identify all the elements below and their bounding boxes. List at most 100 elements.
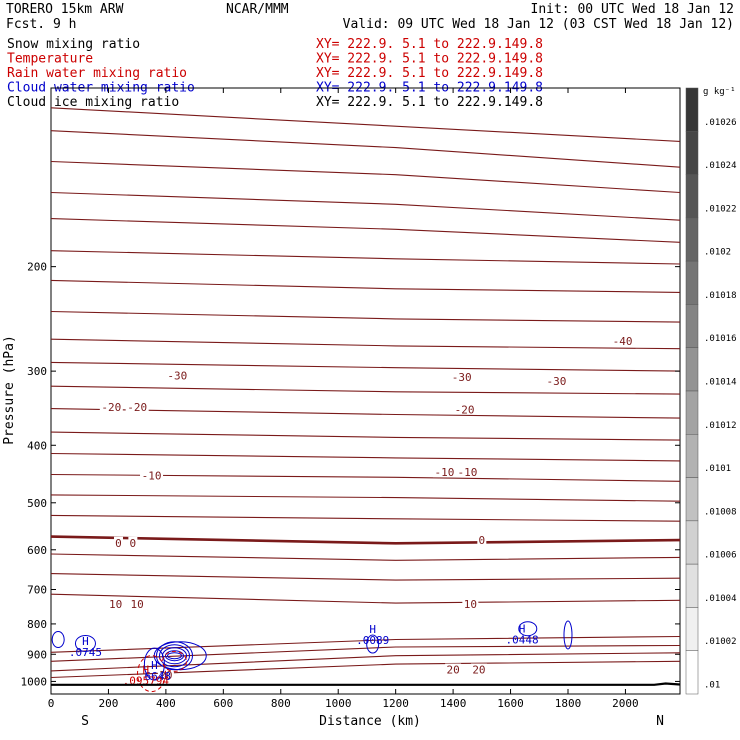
colorbar-tick-label: .01 bbox=[704, 681, 720, 691]
contour-label: -20 bbox=[127, 401, 147, 414]
hydrometeor-contour bbox=[74, 634, 96, 652]
hydrometeor-contour bbox=[165, 650, 185, 662]
hydrometeor-contour bbox=[159, 644, 191, 668]
colorbar-unit: g kg⁻¹ bbox=[703, 87, 736, 97]
contour-label: -10 bbox=[142, 470, 162, 483]
colorbar-segment bbox=[685, 304, 699, 348]
maximum-value: .0448 bbox=[505, 633, 538, 646]
legend-field-label: Rain water mixing ratio bbox=[7, 66, 187, 81]
contour-label: -10 bbox=[435, 466, 455, 479]
isotherm-line bbox=[50, 338, 681, 350]
colorbar-segment bbox=[685, 607, 699, 651]
hydrometeor-contour bbox=[563, 620, 573, 650]
contour-label-bg bbox=[544, 375, 568, 387]
maximum-mark: H bbox=[519, 622, 526, 635]
colorbar-segment bbox=[685, 131, 699, 175]
isotherm-line bbox=[50, 593, 681, 604]
legend-field-xy: XY= 222.9. 5.1 to 222.9.149.8 bbox=[316, 37, 543, 52]
colorbar-segment bbox=[685, 260, 699, 305]
hydrometeor-contour bbox=[167, 652, 183, 660]
hydrometeor-contour bbox=[137, 655, 167, 693]
x-tick-label: 200 bbox=[99, 697, 119, 710]
colorbar-tick-label: .01018 bbox=[704, 291, 737, 301]
forecast-hour: Fcst. 9 h bbox=[6, 17, 76, 32]
contour-label-bg bbox=[107, 597, 124, 609]
hydrometeor-contour bbox=[51, 631, 65, 649]
contour-label: -10 bbox=[458, 466, 478, 479]
maximum-mark: H bbox=[82, 635, 89, 648]
colorbar-tick-label: .01008 bbox=[704, 507, 737, 517]
contour-label-bg bbox=[455, 466, 479, 478]
hydrometeor-contour bbox=[366, 634, 380, 654]
hydrometeor-contour bbox=[162, 650, 188, 672]
y-tick-label: 600 bbox=[27, 544, 47, 557]
contour-label: -20 bbox=[455, 403, 475, 416]
contour-label-bg bbox=[462, 597, 479, 609]
contour-label-bg bbox=[128, 536, 138, 548]
contour-label-bg bbox=[125, 401, 149, 413]
temperature-contours bbox=[50, 107, 681, 679]
isotherm-line bbox=[50, 652, 681, 672]
isotherm-line bbox=[50, 250, 681, 265]
isotherm-line bbox=[50, 191, 681, 221]
colorbar-tick-label: .0101 bbox=[704, 464, 731, 474]
y-tick-label: 400 bbox=[27, 439, 47, 452]
x-tick-label: 400 bbox=[156, 697, 176, 710]
contour-label-bg bbox=[113, 536, 123, 548]
isotherm-line bbox=[50, 635, 681, 653]
valid-time: Valid: 09 UTC Wed 18 Jan 12 (03 CST Wed … bbox=[343, 17, 734, 32]
contour-label-bg bbox=[611, 335, 635, 347]
y-tick-label: 900 bbox=[27, 648, 47, 661]
colorbar-segment bbox=[685, 390, 699, 435]
maximum-mark: H bbox=[369, 623, 376, 636]
surface-line bbox=[51, 682, 681, 686]
isotherm-line bbox=[50, 107, 681, 142]
contour-label: -30 bbox=[452, 371, 472, 384]
organization: NCAR/MMM bbox=[226, 2, 289, 17]
x-tick-label: 1400 bbox=[440, 697, 467, 710]
colorbar-segment bbox=[685, 174, 699, 219]
x-tick-label: 1800 bbox=[555, 697, 582, 710]
isotherm-line bbox=[50, 535, 681, 545]
colorbar: .01026 .01024 .01022 .0102 .01018 .01016 .0101… bbox=[685, 87, 737, 695]
colorbar-segment bbox=[685, 87, 699, 132]
contour-label-bg bbox=[470, 663, 487, 675]
x-axis: 0 200 400 600 800 1000 1200 1400 1600 1800 2000 bbox=[48, 88, 639, 710]
north-label: N bbox=[656, 714, 664, 729]
maximum-mark: H bbox=[151, 659, 158, 672]
legend-field-xy: XY= 222.9. 5.1 to 222.9.149.8 bbox=[316, 66, 543, 81]
y-tick-label: 200 bbox=[27, 261, 47, 274]
surface-pressure-line bbox=[51, 682, 681, 686]
colorbar-segment bbox=[685, 477, 699, 522]
contour-label: -30 bbox=[547, 375, 567, 388]
colorbar-tick-label: .0102 bbox=[704, 248, 731, 258]
contour-label-bg bbox=[140, 469, 164, 481]
temperature-contour-labels: -40-30 -30 -30-20 -20 -20-10 -10 -100 0 010 10 102… bbox=[99, 335, 635, 682]
y-axis-label: Pressure (hPa) bbox=[2, 335, 17, 445]
x-tick-label: 2000 bbox=[612, 697, 639, 710]
isotherm-line bbox=[50, 361, 681, 372]
south-label: S bbox=[81, 714, 89, 729]
contour-label: 20 bbox=[446, 664, 459, 677]
colorbar-segment bbox=[685, 563, 699, 608]
colorbar-segment bbox=[685, 434, 699, 478]
colorbar-segment bbox=[685, 347, 699, 392]
colorbar-segment bbox=[685, 520, 699, 565]
colorbar-tick-label: .01024 bbox=[704, 161, 737, 171]
isotherm-line bbox=[50, 279, 681, 293]
contour-label-bg bbox=[165, 369, 189, 381]
isotherm-line bbox=[50, 452, 681, 462]
y-tick-label: 500 bbox=[27, 497, 47, 510]
isotherm-line bbox=[50, 218, 681, 243]
x-axis-label: Distance (km) bbox=[319, 714, 421, 729]
contour-label: 10 bbox=[131, 598, 144, 611]
isotherm-line bbox=[50, 310, 681, 323]
isotherm-line bbox=[50, 473, 681, 482]
legend-field-xy: XY= 222.9. 5.1 to 222.9.149.8 bbox=[316, 52, 543, 67]
maximum-value: .6648 bbox=[138, 670, 171, 683]
isotherm-line bbox=[50, 385, 681, 395]
isotherm-line bbox=[50, 408, 681, 419]
